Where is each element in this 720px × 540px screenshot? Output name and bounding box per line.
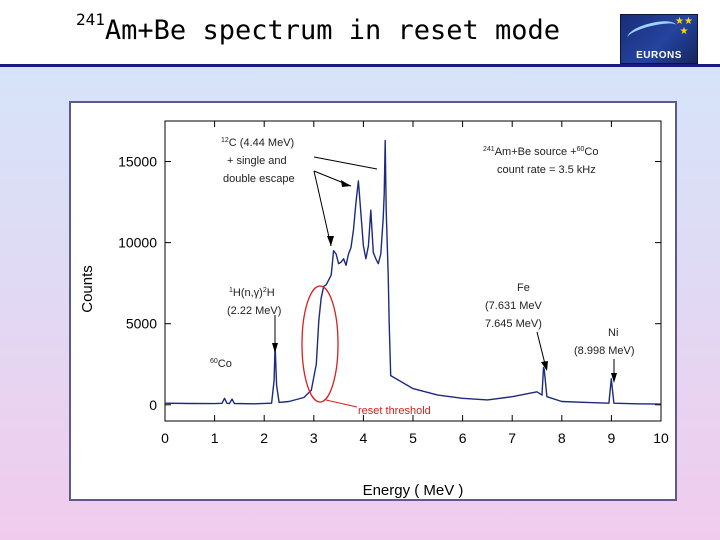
arrowhead-ni [611,373,617,383]
source-text1: Am+Be source + [495,146,577,158]
co60-label: 60Co [210,358,232,370]
source-sup2: 60 [577,146,585,153]
y-tick-label: 10000 [118,235,157,251]
h2-text1: H(n,γ) [233,287,263,299]
y-tick-label: 0 [149,397,157,413]
source-count-rate: count rate = 3.5 kHz [497,164,596,176]
fe-energy1: (7.631 MeV [485,300,543,312]
c12-label: 12C (4.44 MeV) [221,137,294,149]
reset-threshold-leader [325,399,358,408]
y-tick-label: 15000 [118,154,157,170]
h2-sup1: 1 [229,287,233,294]
logo-swoosh-icon [625,17,679,46]
x-tick-label: 1 [211,430,219,446]
x-tick-label: 2 [260,430,268,446]
ni-label: Ni [608,327,618,339]
h2-sup2: 2 [263,287,267,294]
x-axis-title: Energy ( MeV ) [363,482,464,499]
spectrum-line [164,139,662,405]
fe-energy2: 7.645 MeV) [485,318,542,330]
c12-text: C (4.44 MeV) [229,137,294,149]
arrowhead-c12-escape2 [327,236,334,246]
arrowhead-fe [541,361,548,371]
x-tick-label: 10 [653,430,669,446]
arrowhead-h2 [272,343,278,353]
co60-text: Co [218,358,232,370]
source-label: 241Am+Be source +60Co [483,146,598,158]
slide-title: 241Am+Be spectrum in reset mode [76,10,561,46]
x-tick-label: 9 [608,430,616,446]
arrowhead-c12-escape1 [341,180,351,187]
source-sup1: 241 [483,146,495,153]
y-tick-label: 5000 [126,316,157,332]
eurons-logo: ★★ ★ EURONS [620,14,698,64]
figure-frame: 0 1 2 3 4 5 6 7 8 9 10 0 5000 10000 15000 reset thresh… [69,101,677,501]
source-text2: Co [584,146,598,158]
fe-label: Fe [517,282,530,294]
reset-threshold-ellipse [301,285,339,403]
co60-sup: 60 [210,358,218,365]
c12-sup: 12 [221,137,229,144]
arrow-c12-peak [313,156,378,170]
x-tick-label: 4 [360,430,368,446]
h2-label: 1H(n,γ)2H [229,287,275,299]
header-rule [0,64,720,67]
logo-stars-icon: ★★ ★ [675,16,693,37]
c12-line3: double escape [223,173,295,185]
x-tick-label: 8 [558,430,566,446]
x-tick-label: 0 [161,430,169,446]
x-tick-label: 5 [409,430,417,446]
arrow-c12-escape2 [313,170,332,247]
x-tick-label: 7 [508,430,516,446]
title-superscript: 241 [76,10,105,29]
h2-text2: H [267,287,275,299]
y-axis-title: Counts [79,265,96,313]
title-text: Am+Be spectrum in reset mode [104,15,561,46]
c12-line2: + single and [227,155,287,167]
x-tick-label: 6 [459,430,467,446]
reset-threshold-label: reset threshold [358,405,431,417]
logo-text: EURONS [636,50,682,61]
ni-energy: (8.998 MeV) [574,345,635,357]
h2-energy: (2.22 MeV) [227,305,281,317]
x-tick-label: 3 [310,430,318,446]
slide-header: 241Am+Be spectrum in reset mode ★★ ★ EURO… [0,0,720,64]
